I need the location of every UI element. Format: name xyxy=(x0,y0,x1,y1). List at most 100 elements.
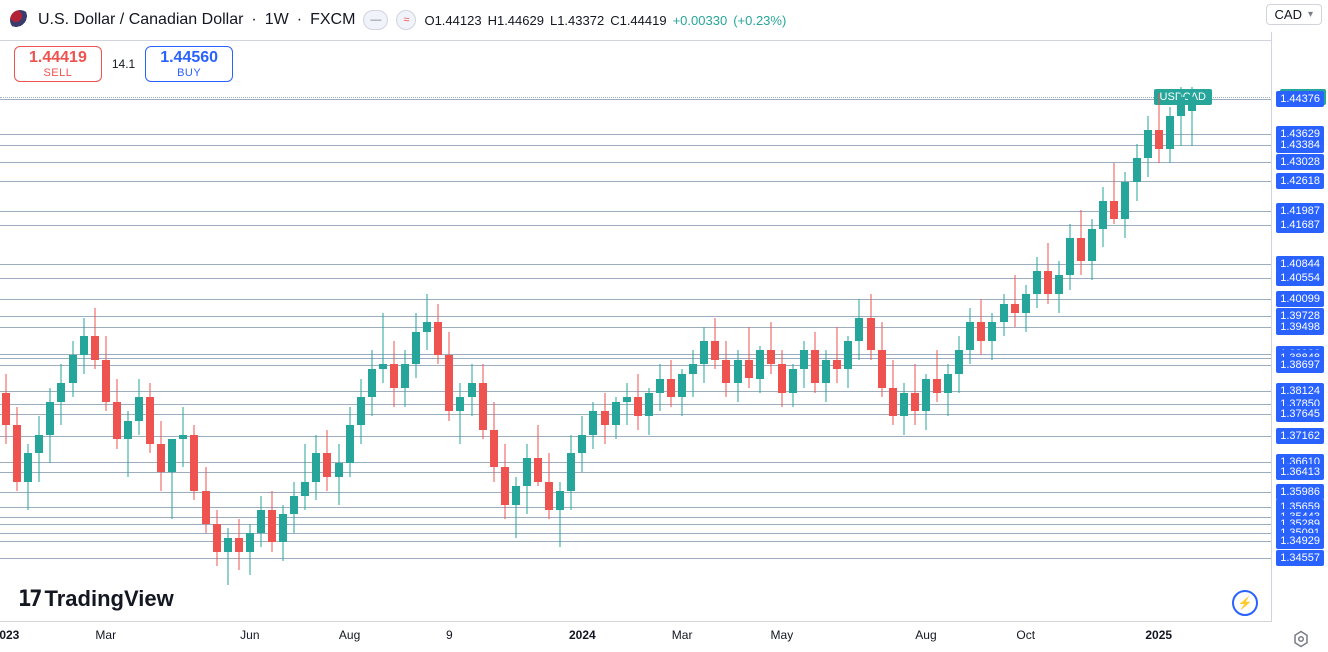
candle[interactable] xyxy=(844,32,852,622)
candle[interactable] xyxy=(312,32,320,622)
candle[interactable] xyxy=(401,32,409,622)
candle[interactable] xyxy=(833,32,841,622)
candle[interactable] xyxy=(645,32,653,622)
candle[interactable] xyxy=(601,32,609,622)
candle[interactable] xyxy=(889,32,897,622)
candle[interactable] xyxy=(1133,32,1141,622)
candle[interactable] xyxy=(1000,32,1008,622)
candle[interactable] xyxy=(301,32,309,622)
candle[interactable] xyxy=(734,32,742,622)
candle[interactable] xyxy=(800,32,808,622)
candle[interactable] xyxy=(911,32,919,622)
candle[interactable] xyxy=(545,32,553,622)
candle[interactable] xyxy=(257,32,265,622)
time-axis-tick[interactable]: 9 xyxy=(446,628,453,642)
price-axis-label[interactable]: 1.35986 xyxy=(1276,484,1324,500)
chart-plot-area[interactable]: USDCAD xyxy=(0,32,1272,622)
candle[interactable] xyxy=(1188,32,1196,622)
time-axis-tick[interactable]: 2024 xyxy=(569,628,596,642)
candle[interactable] xyxy=(235,32,243,622)
candle[interactable] xyxy=(479,32,487,622)
candle[interactable] xyxy=(944,32,952,622)
candle[interactable] xyxy=(745,32,753,622)
candle[interactable] xyxy=(1166,32,1174,622)
candle[interactable] xyxy=(2,32,10,622)
candle[interactable] xyxy=(1044,32,1052,622)
candle[interactable] xyxy=(711,32,719,622)
price-axis-label[interactable]: 1.39498 xyxy=(1276,319,1324,335)
candle[interactable] xyxy=(988,32,996,622)
price-axis-label[interactable]: 1.36413 xyxy=(1276,464,1324,480)
candle[interactable] xyxy=(190,32,198,622)
candle[interactable] xyxy=(634,32,642,622)
candle[interactable] xyxy=(512,32,520,622)
price-axis-label[interactable]: 1.34557 xyxy=(1276,550,1324,566)
candle[interactable] xyxy=(922,32,930,622)
candle[interactable] xyxy=(224,32,232,622)
candle[interactable] xyxy=(179,32,187,622)
compare-pill[interactable]: ≈ xyxy=(396,10,416,30)
candle[interactable] xyxy=(1099,32,1107,622)
price-axis-label[interactable]: 1.42618 xyxy=(1276,173,1324,189)
candle[interactable] xyxy=(667,32,675,622)
candle[interactable] xyxy=(468,32,476,622)
candle[interactable] xyxy=(966,32,974,622)
price-axis-label[interactable]: 1.38697 xyxy=(1276,357,1324,373)
candle[interactable] xyxy=(412,32,420,622)
broker[interactable]: FXCM xyxy=(310,11,355,29)
candle[interactable] xyxy=(80,32,88,622)
candle[interactable] xyxy=(1177,32,1185,622)
candle[interactable] xyxy=(46,32,54,622)
time-axis-tick[interactable]: Mar xyxy=(672,628,693,642)
candle[interactable] xyxy=(146,32,154,622)
candle[interactable] xyxy=(977,32,985,622)
time-axis[interactable]: 2023MarJunAug92024MarMayAugOct2025 xyxy=(0,621,1272,652)
candle[interactable] xyxy=(323,32,331,622)
candle[interactable] xyxy=(556,32,564,622)
candle[interactable] xyxy=(379,32,387,622)
candle[interactable] xyxy=(1011,32,1019,622)
candle[interactable] xyxy=(69,32,77,622)
candle[interactable] xyxy=(778,32,786,622)
price-axis-label[interactable]: 1.41687 xyxy=(1276,217,1324,233)
candle[interactable] xyxy=(390,32,398,622)
time-axis-tick[interactable]: Aug xyxy=(915,628,936,642)
candle[interactable] xyxy=(811,32,819,622)
price-axis-label[interactable]: 1.44376 xyxy=(1276,91,1324,107)
candle[interactable] xyxy=(756,32,764,622)
candle[interactable] xyxy=(1144,32,1152,622)
time-axis-tick[interactable]: 2023 xyxy=(0,628,19,642)
candle[interactable] xyxy=(246,32,254,622)
candle[interactable] xyxy=(368,32,376,622)
candle[interactable] xyxy=(567,32,575,622)
time-axis-tick[interactable]: Mar xyxy=(95,628,116,642)
candle[interactable] xyxy=(168,32,176,622)
candle[interactable] xyxy=(867,32,875,622)
candle[interactable] xyxy=(1077,32,1085,622)
price-axis-label[interactable]: 1.40554 xyxy=(1276,270,1324,286)
candle[interactable] xyxy=(213,32,221,622)
candle[interactable] xyxy=(434,32,442,622)
candle[interactable] xyxy=(878,32,886,622)
candle[interactable] xyxy=(102,32,110,622)
candle[interactable] xyxy=(1110,32,1118,622)
price-axis-label[interactable]: 1.37162 xyxy=(1276,428,1324,444)
candle[interactable] xyxy=(35,32,43,622)
candle[interactable] xyxy=(1033,32,1041,622)
candle[interactable] xyxy=(612,32,620,622)
settings-icon[interactable] xyxy=(1292,630,1310,648)
candle[interactable] xyxy=(113,32,121,622)
candle[interactable] xyxy=(534,32,542,622)
candle[interactable] xyxy=(523,32,531,622)
candle[interactable] xyxy=(623,32,631,622)
candle[interactable] xyxy=(124,32,132,622)
candle[interactable] xyxy=(290,32,298,622)
candle[interactable] xyxy=(1155,32,1163,622)
candle[interactable] xyxy=(767,32,775,622)
symbol-title[interactable]: U.S. Dollar / Canadian Dollar xyxy=(38,11,243,29)
candle[interactable] xyxy=(1066,32,1074,622)
candle[interactable] xyxy=(335,32,343,622)
candle[interactable] xyxy=(445,32,453,622)
candle[interactable] xyxy=(700,32,708,622)
candle[interactable] xyxy=(678,32,686,622)
